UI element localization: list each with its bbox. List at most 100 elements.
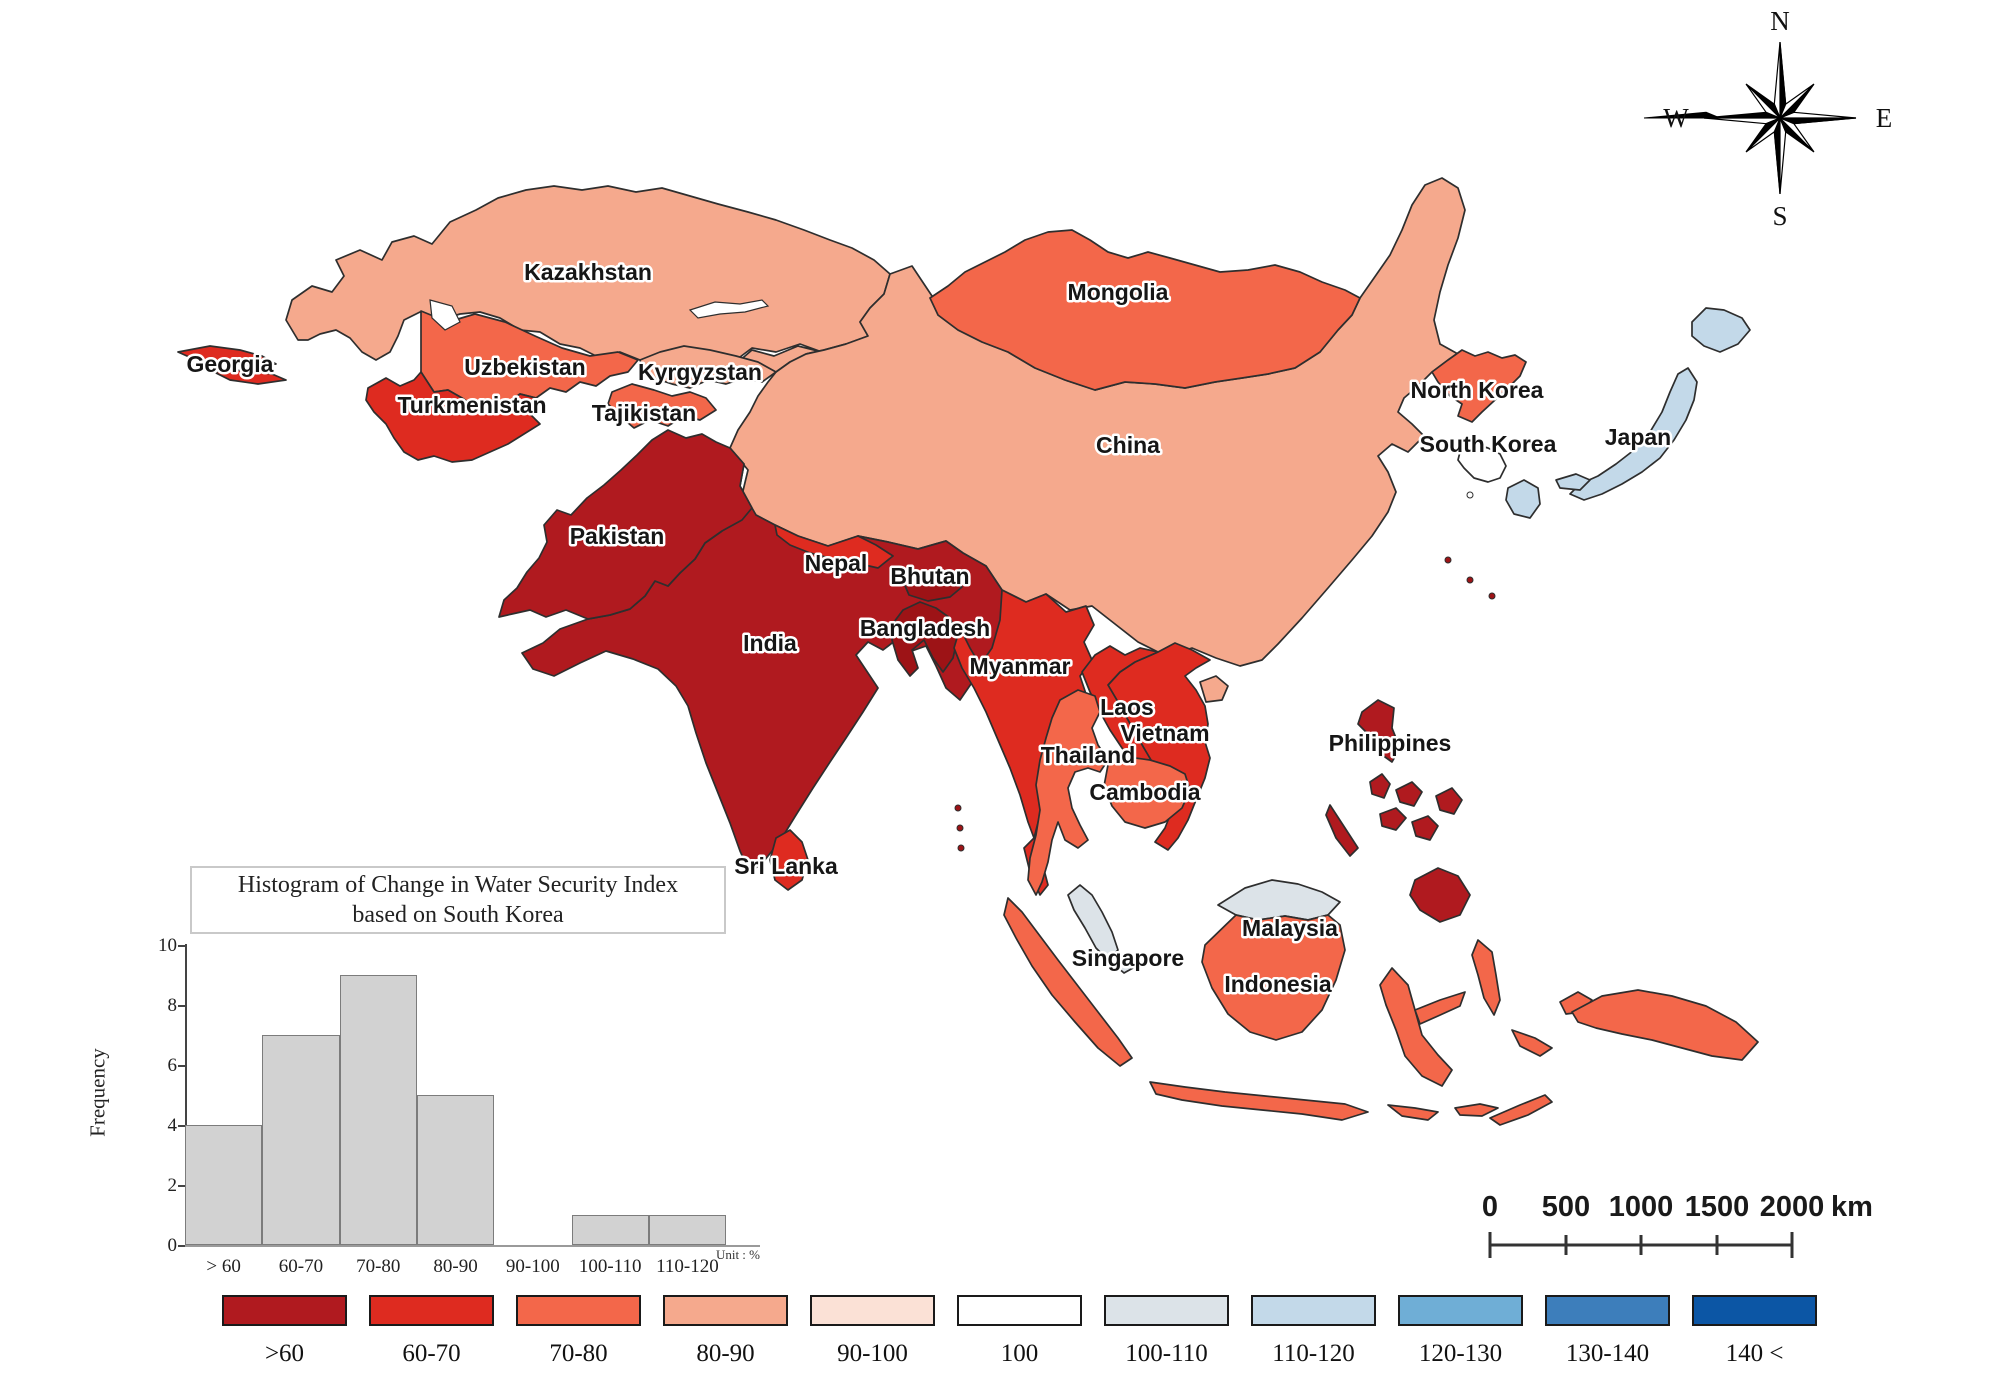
country-cambodia — [1103, 756, 1191, 829]
lake-aral — [429, 299, 461, 331]
country-label-north-korea: North Korea — [1411, 377, 1544, 403]
small-islands — [954, 491, 1496, 852]
histogram-y-tick-label: 10 — [158, 935, 177, 956]
country-label-cambodia: Cambodia — [1089, 779, 1200, 805]
country-label-tajikistan: Tajikistan — [592, 400, 696, 426]
country-label-sri-lanka: Sri Lanka — [734, 853, 838, 879]
country-thailand — [1027, 689, 1109, 896]
histogram-title-line2: based on South Korea — [352, 902, 564, 928]
histogram-y-tick-mark — [178, 1185, 185, 1187]
legend-label: 140 < — [1725, 1340, 1784, 1367]
legend-swatch — [516, 1295, 641, 1326]
legend-item: 90-100 — [810, 1295, 935, 1368]
legend-label: 70-80 — [549, 1340, 608, 1367]
scale-bar: 0 500 1000 1500 2000 km — [1482, 1191, 1873, 1258]
histogram-x-tick-label: 110-120 — [656, 1256, 719, 1277]
country-label-mongolia: Mongolia — [1068, 279, 1169, 305]
legend-label: 100 — [1000, 1340, 1039, 1367]
legend-item: 110-120 — [1251, 1295, 1376, 1368]
country-singapore — [1115, 961, 1134, 974]
country-label-kazakhstan: Kazakhstan — [524, 259, 652, 285]
histogram-title-box: Histogram of Change in Water Security In… — [190, 866, 726, 934]
country-label-georgia: Georgia — [187, 351, 274, 377]
country-label-bhutan: Bhutan — [890, 563, 969, 589]
legend-swatch — [663, 1295, 788, 1326]
country-label-myanmar: Myanmar — [970, 653, 1071, 679]
compass-n-label: N — [1770, 6, 1790, 36]
country-pakistan — [498, 429, 753, 620]
legend-swatch — [1251, 1295, 1376, 1326]
country-georgia — [177, 345, 287, 385]
compass-s-label: S — [1772, 201, 1787, 231]
histogram-y-tick-mark — [178, 945, 185, 947]
country-indonesia — [1003, 897, 1759, 1126]
histogram-y-tick-mark — [178, 1005, 185, 1007]
map-countries — [177, 177, 1759, 1126]
legend-item: 100-110 — [1104, 1295, 1229, 1368]
histogram-bar-70-80 — [339, 975, 417, 1245]
legend-item: 130-140 — [1545, 1295, 1670, 1368]
histogram-x-tick-label: > 60 — [206, 1256, 241, 1277]
legend-label: 130-140 — [1565, 1340, 1650, 1367]
compass-w-label: W — [1663, 103, 1689, 133]
country-label-india: India — [743, 630, 797, 656]
histogram-x-tick-label: 60-70 — [278, 1256, 324, 1277]
country-label-kyrgyzstan: Kyrgyzstan — [638, 359, 762, 385]
legend-swatch — [957, 1295, 1082, 1326]
histogram-bar-100-110 — [571, 1215, 649, 1245]
country-north-korea — [1431, 349, 1527, 423]
legend-swatch — [1692, 1295, 1817, 1326]
country-label-philippines: Philippines — [1329, 730, 1452, 756]
country-mongolia — [929, 229, 1361, 391]
histogram-y-tick-label: 8 — [167, 995, 178, 1016]
histogram-bar-60 — [185, 1125, 263, 1245]
legend-item: 60-70 — [369, 1295, 494, 1368]
scale-tick-1500: 1500 — [1685, 1191, 1750, 1223]
histogram-y-tick-label: 2 — [167, 1175, 178, 1196]
country-label-uzbekistan: Uzbekistan — [464, 354, 585, 380]
country-label-singapore: Singapore — [1072, 945, 1184, 971]
legend-item: >60 — [222, 1295, 347, 1368]
histogram-title-line1: Histogram of Change in Water Security In… — [237, 872, 679, 898]
country-philippines — [1325, 699, 1471, 923]
histogram-x-tick-label: 80-90 — [433, 1256, 478, 1277]
country-kyrgyzstan — [639, 345, 777, 389]
scale-unit-label: km — [1831, 1191, 1873, 1223]
country-tajikistan — [607, 383, 717, 429]
legend-swatch — [810, 1295, 935, 1326]
legend-label: 100-110 — [1125, 1340, 1208, 1367]
legend-item: 120-130 — [1398, 1295, 1523, 1368]
histogram-y-axis-label: Frequency — [85, 1048, 110, 1137]
legend-label: 110-120 — [1272, 1340, 1355, 1367]
histogram-panel: Unit : % 0 2 4 6 8 10 > 60 60-70 70-80 80-90 90-10… — [125, 935, 805, 1310]
legend-swatch — [1398, 1295, 1523, 1326]
histogram-x-tick-label: 70-80 — [356, 1256, 401, 1277]
country-label-pakistan: Pakistan — [570, 523, 665, 549]
legend-label: 90-100 — [837, 1340, 908, 1367]
histogram-unit-note: Unit : % — [715, 1247, 760, 1262]
histogram-y-axis — [185, 944, 187, 1247]
country-label-laos: Laos — [1100, 694, 1154, 720]
country-bangladesh — [891, 601, 959, 677]
legend-label: 80-90 — [696, 1340, 755, 1367]
color-legend: >60 60-70 70-80 80-90 90-100 100 100-110 110-12… — [222, 1295, 1817, 1368]
country-bhutan — [902, 574, 963, 602]
legend-label: 120-130 — [1418, 1340, 1503, 1367]
country-label-vietnam: Vietnam — [1120, 720, 1209, 746]
legend-swatch — [369, 1295, 494, 1326]
histogram-y-tick-label: 6 — [167, 1055, 178, 1076]
lake-balkhash — [688, 299, 770, 319]
map-country-labels: Georgia Kazakhstan Uzbekistan Turkmenist… — [184, 257, 1674, 1000]
histogram-x-tick-label: 100-110 — [578, 1256, 642, 1277]
legend-swatch — [1104, 1295, 1229, 1326]
country-laos — [1081, 645, 1159, 779]
country-turkmenistan — [365, 371, 541, 463]
histogram-y-tick-label: 4 — [167, 1115, 178, 1136]
country-label-indonesia: Indonesia — [1224, 971, 1332, 997]
country-label-thailand: Thailand — [1041, 742, 1136, 768]
country-label-malaysia: Malaysia — [1242, 915, 1338, 941]
histogram-y-tick-label: 0 — [167, 1235, 178, 1256]
legend-item: 70-80 — [516, 1295, 641, 1368]
